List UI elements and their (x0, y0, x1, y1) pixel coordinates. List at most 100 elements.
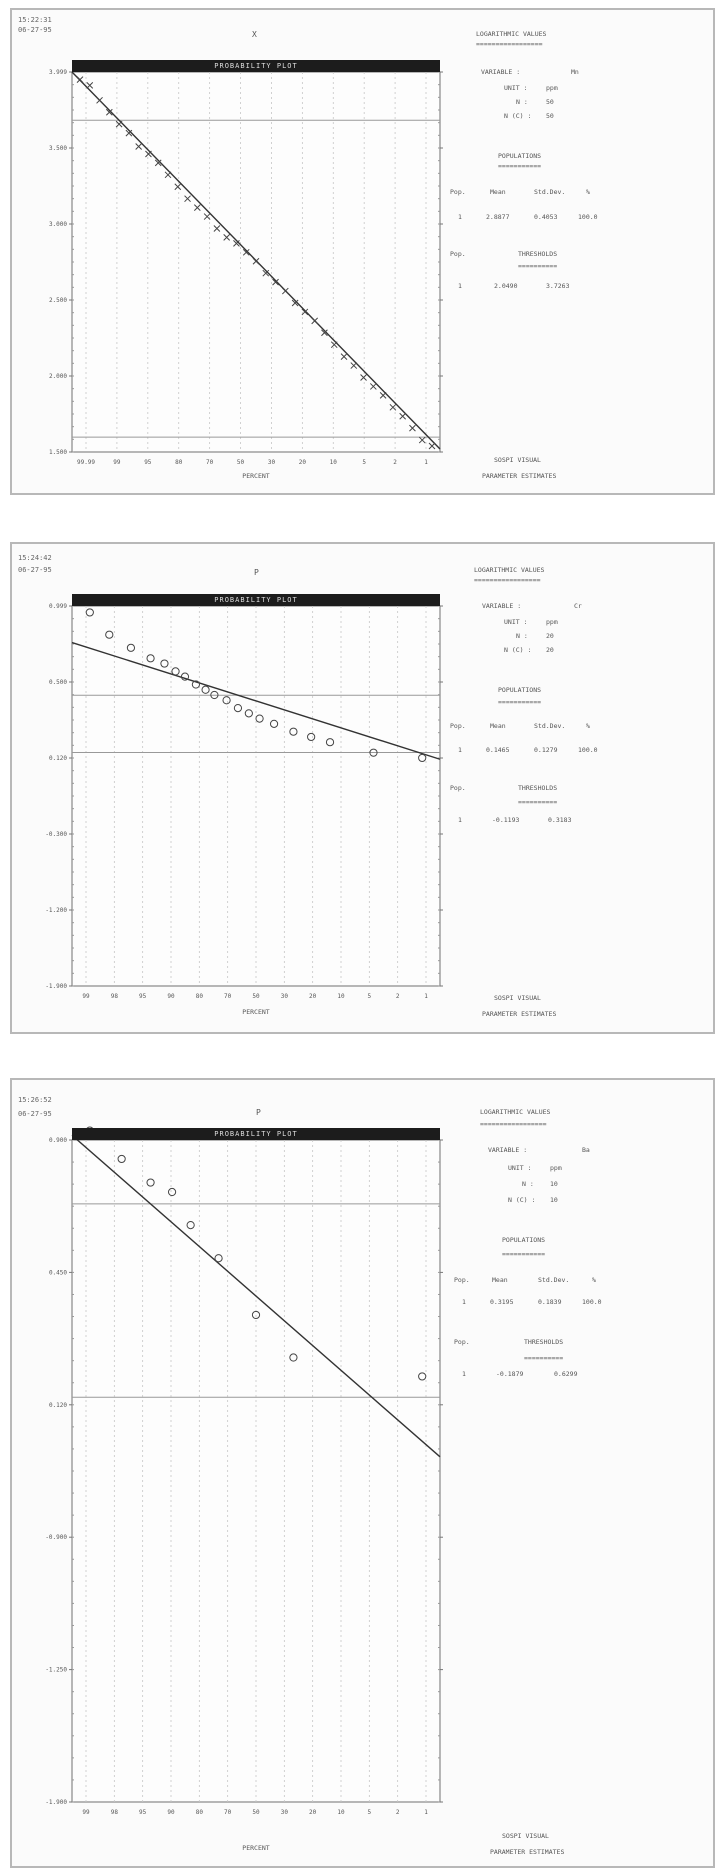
y-tick-label: -1.900 (45, 1799, 67, 1806)
time-stamp: 15:24:42 (18, 554, 52, 562)
data-point (255, 714, 264, 723)
stddev-header: Std.Dev. (534, 722, 566, 730)
x-tick-label: 20 (299, 459, 307, 466)
probability-plot-3: 99 98 95 90 80 70 50 30 20 10 5 2 1 0.900 0.450 0.120 -0… (45, 1126, 443, 1852)
data-point (174, 183, 182, 191)
mean-header: Mean (490, 722, 506, 730)
side-title: LOGARITHMIC VALUES (480, 1108, 551, 1116)
pop-row-stddev: 0.1279 (534, 746, 558, 754)
variable-unit: Cr (574, 602, 582, 610)
variable-label: VARIABLE : (481, 68, 521, 76)
data-point (171, 667, 180, 676)
nc-value: 10 (550, 1196, 558, 1204)
data-point (252, 257, 260, 265)
y-tick-label: 1.500 (49, 449, 67, 456)
data-point (115, 120, 123, 128)
data-point (301, 308, 309, 316)
x-tick-label: 30 (268, 459, 276, 466)
y-tick-label: 0.999 (49, 603, 67, 610)
y-tick-label: 3.500 (49, 145, 67, 152)
y-tick-label: 0.120 (49, 755, 67, 762)
thr-row-id: 1 (458, 816, 462, 824)
data-point (289, 1353, 298, 1362)
thr-row-high: 0.3183 (548, 816, 572, 824)
footer-line-2: PARAMETER ESTIMATES (490, 1848, 565, 1856)
thr-row-id: 1 (458, 282, 462, 290)
data-point (251, 1310, 261, 1320)
pop-row-pct: 100.0 (578, 213, 598, 221)
pop-row-mean: 0.3195 (490, 1298, 514, 1306)
x-tick-label: 95 (139, 1809, 147, 1816)
nc-label: N (C) : (504, 112, 532, 120)
x-tick-label: 99 (113, 459, 121, 466)
data-point (105, 630, 114, 639)
y-tick-label: -0.300 (45, 831, 67, 838)
data-point (184, 195, 191, 203)
data-point (379, 392, 387, 399)
footer-line-1: SOSPI VISUAL (494, 456, 541, 464)
x-tick-label: 98 (111, 1809, 119, 1816)
thr-pop-label: Pop. (450, 250, 466, 258)
data-point (350, 362, 358, 369)
data-point (399, 412, 407, 420)
x-tick-label: 70 (206, 459, 214, 466)
y-tick-label: -1.900 (45, 983, 67, 990)
x-tick-label: 2 (396, 993, 400, 1000)
footer-line-2: PARAMETER ESTIMATES (482, 472, 557, 480)
data-point (409, 424, 416, 432)
unit-label: UNIT : (508, 1164, 532, 1172)
pop-row-stddev: 0.4053 (534, 213, 558, 221)
x-tick-label: 20 (309, 1809, 317, 1816)
x-tick-label: 50 (252, 993, 260, 1000)
footer-line-1: SOSPI VISUAL (494, 994, 541, 1002)
populations-title: POPULATIONS (502, 1236, 546, 1244)
n-value: 10 (550, 1180, 558, 1188)
x-tick-label: 99 (82, 1809, 90, 1816)
y-tick-label: 3.000 (49, 221, 67, 228)
data-point (86, 82, 94, 89)
x-axis-label: PERCENT (242, 472, 269, 480)
data-point (145, 150, 152, 158)
data-point (233, 704, 243, 713)
x-tick-label: 5 (368, 993, 372, 1000)
data-point (164, 171, 172, 179)
populations-underline: =========== (498, 162, 542, 170)
data-point (193, 204, 201, 211)
y-tick-label: -1.200 (45, 907, 67, 914)
data-point (146, 1178, 155, 1187)
y-tick-label: 0.120 (49, 1402, 67, 1409)
thresholds-title: THRESHOLDS (518, 250, 558, 258)
x-tick-label: 5 (362, 459, 366, 466)
fit-line (71, 71, 441, 450)
data-point (85, 608, 94, 617)
unit-value: ppm (546, 618, 558, 626)
time-stamp: 15:22:31 (18, 16, 52, 24)
x-tick-label: 70 (224, 993, 232, 1000)
y-tick-label: 0.450 (49, 1269, 67, 1276)
data-point (154, 159, 162, 167)
pop-row-id: 1 (458, 213, 462, 221)
y-tick-label: 0.900 (49, 1137, 67, 1144)
x-tick-label: 10 (337, 1809, 345, 1816)
nc-value: 20 (546, 646, 554, 654)
y-tick-label: 2.500 (49, 297, 67, 304)
data-point (201, 685, 210, 694)
data-point (389, 403, 397, 411)
thr-row-high: 3.7263 (546, 282, 570, 290)
x-tick-label: 95 (139, 993, 147, 1000)
thr-row-low: 2.0490 (494, 282, 518, 290)
data-point (180, 672, 190, 681)
pct-header: % (592, 1276, 596, 1284)
data-point (262, 269, 270, 277)
data-point (325, 738, 335, 747)
date-stamp: 06-27-95 (18, 26, 52, 34)
x-tick-label: 80 (196, 1809, 204, 1816)
x-tick-label: 10 (330, 459, 338, 466)
data-point (281, 287, 289, 295)
chart-panel-2: 99 98 95 90 80 70 50 30 20 10 5 2 1 0.999 0.500 0.120 -0… (10, 542, 715, 1034)
thresholds-title: THRESHOLDS (518, 784, 558, 792)
unit-label: UNIT : (504, 84, 528, 92)
thresholds-underline: ========== (518, 262, 558, 270)
thr-pop-label: Pop. (450, 784, 466, 792)
pop-row-mean: 0.1465 (486, 746, 510, 754)
